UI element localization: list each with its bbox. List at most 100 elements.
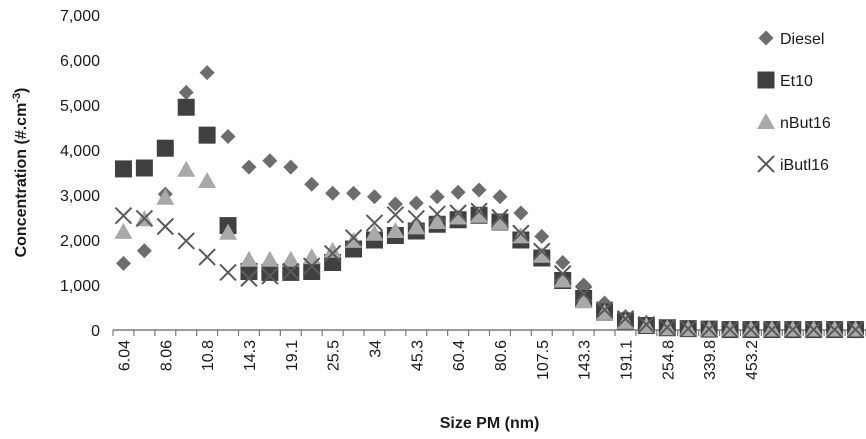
data-point	[114, 206, 133, 225]
data-point	[135, 209, 154, 228]
x-marker-stroke	[616, 310, 635, 328]
data-point	[449, 204, 467, 222]
data-point	[534, 228, 550, 244]
data-point	[513, 205, 529, 221]
y-axis-title-close: )	[13, 88, 30, 93]
data-point	[262, 153, 278, 169]
data-point	[199, 65, 215, 81]
data-point	[763, 320, 781, 339]
legend-marker	[757, 71, 775, 89]
data-point	[679, 319, 697, 338]
data-point	[241, 159, 257, 175]
x-marker-stroke	[554, 265, 572, 283]
y-axis-ticks: 0 1,000 2,000 3,000 4,000 5,000 6,000 7,000	[60, 8, 100, 340]
data-point	[178, 84, 194, 100]
x-tick-label: 107.5	[535, 340, 552, 380]
data-point	[177, 160, 196, 177]
data-point	[219, 223, 238, 240]
x-marker-stroke	[323, 244, 342, 263]
x-tick-label: 34	[367, 340, 384, 358]
x-marker-stroke	[574, 285, 593, 303]
data-point	[595, 301, 614, 319]
data-point	[387, 196, 403, 212]
data-point	[239, 250, 258, 267]
x-tick-label: 19.1	[284, 340, 301, 371]
x-tick-label: 191.1	[618, 340, 635, 380]
x-marker-stroke	[721, 320, 739, 339]
data-point	[449, 208, 468, 225]
data-point	[240, 269, 258, 287]
x-tick-label: 25.5	[326, 340, 343, 371]
data-point	[220, 129, 236, 144]
data-point	[177, 232, 195, 250]
data-point	[240, 263, 258, 280]
x-marker-stroke	[240, 269, 258, 287]
data-point	[115, 255, 131, 271]
data-point	[574, 285, 593, 303]
x-marker-stroke	[386, 206, 405, 224]
x-axis-ticks: 6.04 8.06 10.8 14.3 19.1 25.5 34 45.3 60.4 80.6 10…	[116, 340, 760, 380]
x-marker-stroke	[637, 315, 656, 334]
x-marker-stroke	[135, 209, 154, 228]
x-marker-stroke	[365, 214, 384, 232]
data-point	[344, 231, 363, 248]
data-point	[616, 312, 635, 329]
data-point	[261, 267, 279, 285]
data-point	[365, 224, 384, 241]
x-axis-tick-marks	[112, 330, 866, 336]
data-point	[616, 310, 635, 328]
data-point	[323, 241, 342, 258]
data-point	[303, 257, 321, 275]
legend-label: nBut16	[780, 115, 831, 132]
data-point	[637, 315, 656, 334]
data-point	[344, 229, 363, 247]
data-point	[784, 320, 802, 339]
data-point	[114, 160, 132, 178]
x-tick-label: 60.4	[451, 340, 468, 371]
x-tick-label: 80.6	[493, 340, 510, 371]
legend: Diesel Et10 nBut16 iButl16	[757, 30, 831, 174]
x-marker-stroke	[533, 242, 551, 260]
y-tick-label: 5,000	[60, 98, 100, 115]
x-marker-stroke	[757, 155, 775, 173]
y-tick-label: 3,000	[60, 188, 100, 205]
data-point	[407, 218, 426, 235]
data-point	[532, 246, 551, 263]
data-point	[323, 244, 342, 263]
data-point	[303, 263, 321, 280]
data-point	[533, 242, 551, 260]
data-point	[658, 318, 676, 337]
y-tick-label: 6,000	[60, 53, 100, 70]
x-tick-label: 339.8	[702, 340, 719, 380]
series-3	[114, 202, 865, 339]
y-axis-title: Concentration (#.cm-3)	[11, 88, 30, 258]
data-point	[825, 320, 844, 339]
x-marker-stroke	[177, 232, 195, 250]
data-point	[198, 172, 217, 189]
data-point	[595, 303, 614, 320]
data-point	[576, 277, 592, 293]
x-tick-label: 45.3	[409, 340, 426, 371]
x-marker-stroke	[491, 208, 509, 227]
data-point	[553, 271, 572, 288]
data-point	[135, 159, 153, 177]
x-tick-label: 254.8	[660, 340, 677, 380]
x-tick-label: 8.06	[158, 340, 175, 371]
plot-area	[114, 65, 865, 339]
data-point	[283, 159, 299, 175]
data-point	[554, 265, 572, 283]
x-axis-title: Size PM (nm)	[440, 415, 540, 432]
data-point	[574, 292, 593, 309]
data-point	[156, 217, 174, 236]
data-point	[490, 213, 509, 230]
x-marker-stroke	[742, 320, 760, 339]
legend-marker	[757, 113, 775, 129]
data-point	[346, 185, 362, 201]
x-marker-stroke	[679, 319, 697, 338]
y-axis-title-main: Concentration (#.cm	[13, 103, 30, 258]
x-marker-stroke	[303, 257, 321, 275]
x-marker-stroke	[449, 204, 467, 222]
data-point	[219, 263, 237, 282]
data-point	[721, 320, 739, 339]
